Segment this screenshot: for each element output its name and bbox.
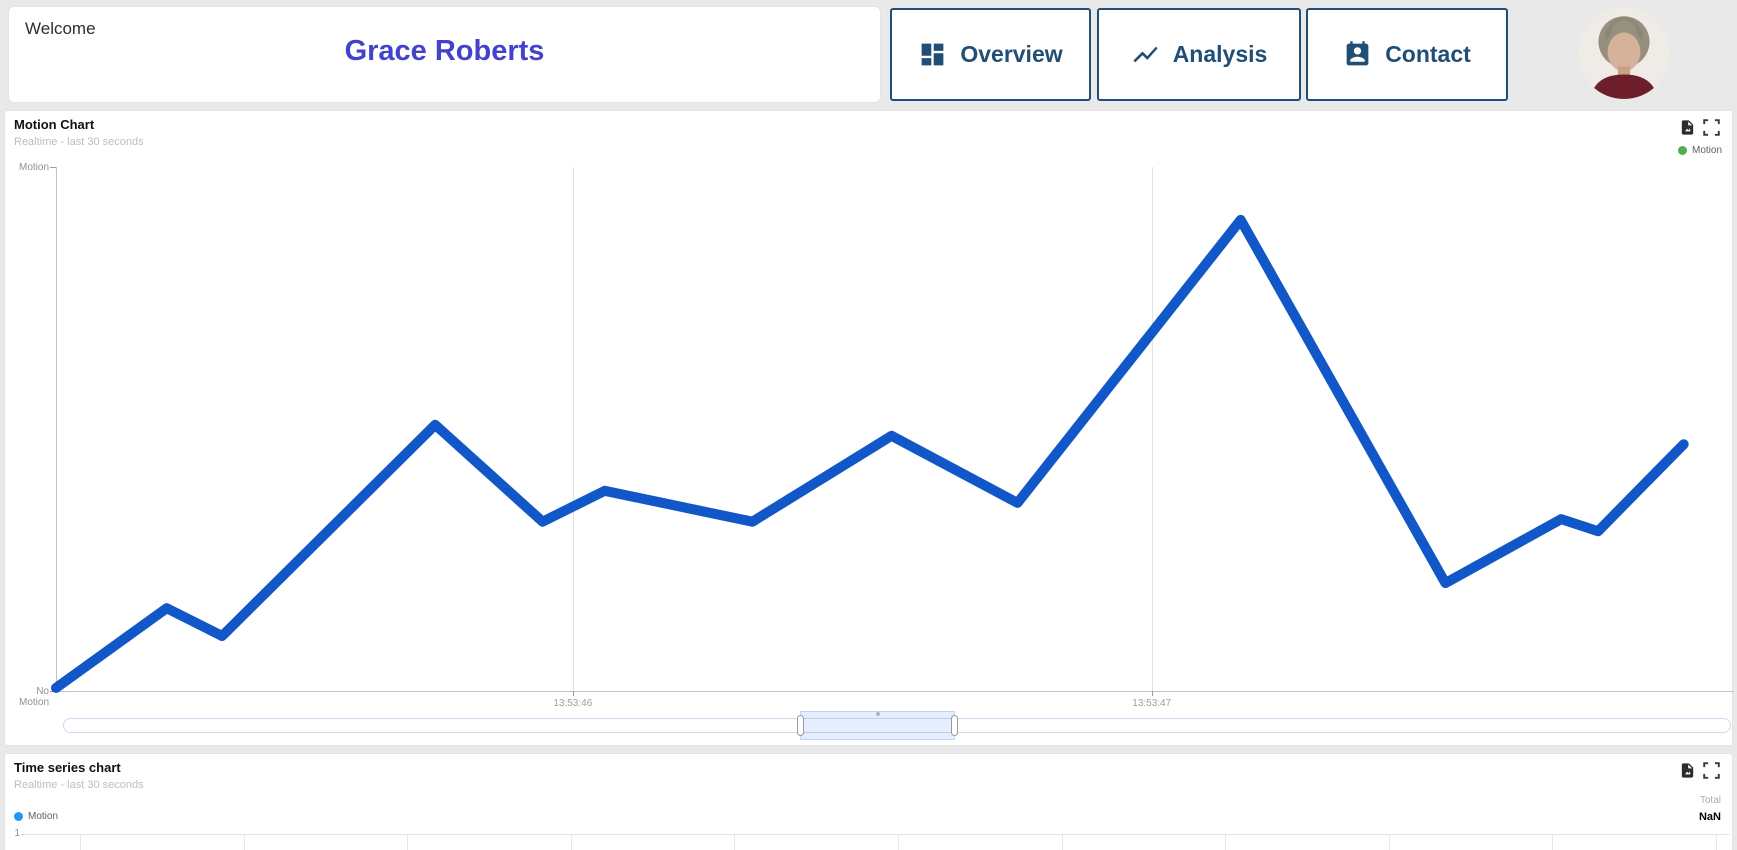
dashboard-icon: [921, 43, 944, 66]
x-tick-mark: [1151, 691, 1153, 696]
motion-line-svg: [51, 214, 1689, 693]
x-tick-label: 13:53:47: [1132, 698, 1172, 709]
motion-legend-label: Motion: [1691, 145, 1722, 156]
ts-grid-column-line: [734, 834, 736, 850]
ts-grid-column-line: [243, 834, 245, 850]
welcome-card: Welcome Grace Roberts: [8, 6, 881, 103]
ts-grid-column-line: [1716, 834, 1717, 850]
analysis-button-label: Analysis: [1172, 41, 1268, 67]
total-label: Total: [1699, 795, 1721, 806]
analysis-button[interactable]: Analysis: [1097, 8, 1301, 101]
ts-grid-column-line: [898, 834, 899, 850]
x-tick-label: 13:53:46: [553, 698, 593, 709]
y-axis-top-tick: [50, 167, 56, 168]
ts-grid-column-line: [1552, 834, 1554, 850]
x-tick-mark: [572, 691, 574, 696]
ts-grid-column-line: [570, 834, 572, 850]
ts-grid-column-line: [1061, 834, 1063, 850]
time-brush-top-dot: [875, 712, 880, 716]
welcome-label: Welcome: [25, 19, 96, 38]
export-file-icon[interactable]: [1679, 119, 1696, 136]
x-gridline: [572, 167, 574, 691]
y-axis-bottom-label: No Motion: [18, 686, 49, 708]
y-axis-line: [56, 167, 57, 691]
ts-grid-column-line: [407, 834, 409, 850]
avatar-portrait: [1578, 7, 1670, 99]
export-file-icon[interactable]: [1679, 762, 1696, 779]
motion-line-plot[interactable]: [51, 167, 1734, 693]
brush-right-handle[interactable]: [951, 715, 959, 736]
motion-chart-panel: Motion Chart Realtime - last 30 seconds …: [4, 110, 1734, 746]
contact-button[interactable]: Contact: [1306, 8, 1508, 101]
fullscreen-icon[interactable]: [1703, 762, 1720, 779]
trend-line-icon: [1133, 46, 1158, 63]
motion-panel-subtitle: Realtime - last 30 seconds: [14, 136, 144, 148]
x-axis-line: [56, 691, 1734, 692]
x-gridline: [1151, 167, 1153, 691]
legend-blue-dot: [14, 812, 23, 821]
fullscreen-icon[interactable]: [1703, 119, 1720, 136]
contact-card-icon: [1346, 41, 1369, 66]
time-series-panel: Time series chart Realtime - last 30 sec…: [4, 753, 1733, 850]
ts-y-tick-label: 1: [14, 828, 20, 839]
ts-panel-subtitle: Realtime - last 30 seconds: [14, 779, 144, 791]
ts-panel-title: Time series chart: [14, 760, 121, 775]
brush-left-handle[interactable]: [797, 715, 805, 736]
ts-legend-label: Motion: [28, 811, 59, 822]
user-avatar[interactable]: [1578, 7, 1670, 99]
ts-axis-line: [23, 834, 1730, 835]
overview-button[interactable]: Overview: [890, 8, 1091, 101]
user-name: Grace Roberts: [344, 35, 545, 67]
total-value: NaN: [1698, 811, 1721, 823]
legend-green-dot: [1677, 146, 1687, 155]
ts-legend-item[interactable]: Motion: [14, 811, 58, 822]
ts-grid-column-line: [1225, 834, 1227, 850]
motion-panel-title: Motion Chart: [14, 117, 95, 132]
overview-button-label: Overview: [960, 41, 1063, 67]
time-brush-track[interactable]: [63, 718, 1731, 733]
motion-legend-item[interactable]: Motion: [1677, 145, 1722, 156]
y-axis-top-label: Motion: [18, 162, 49, 173]
ts-grid-column-line: [1388, 834, 1390, 850]
ts-grid-column-line: [80, 834, 81, 850]
motion-series-line: [51, 214, 1689, 693]
contact-button-label: Contact: [1385, 41, 1471, 67]
